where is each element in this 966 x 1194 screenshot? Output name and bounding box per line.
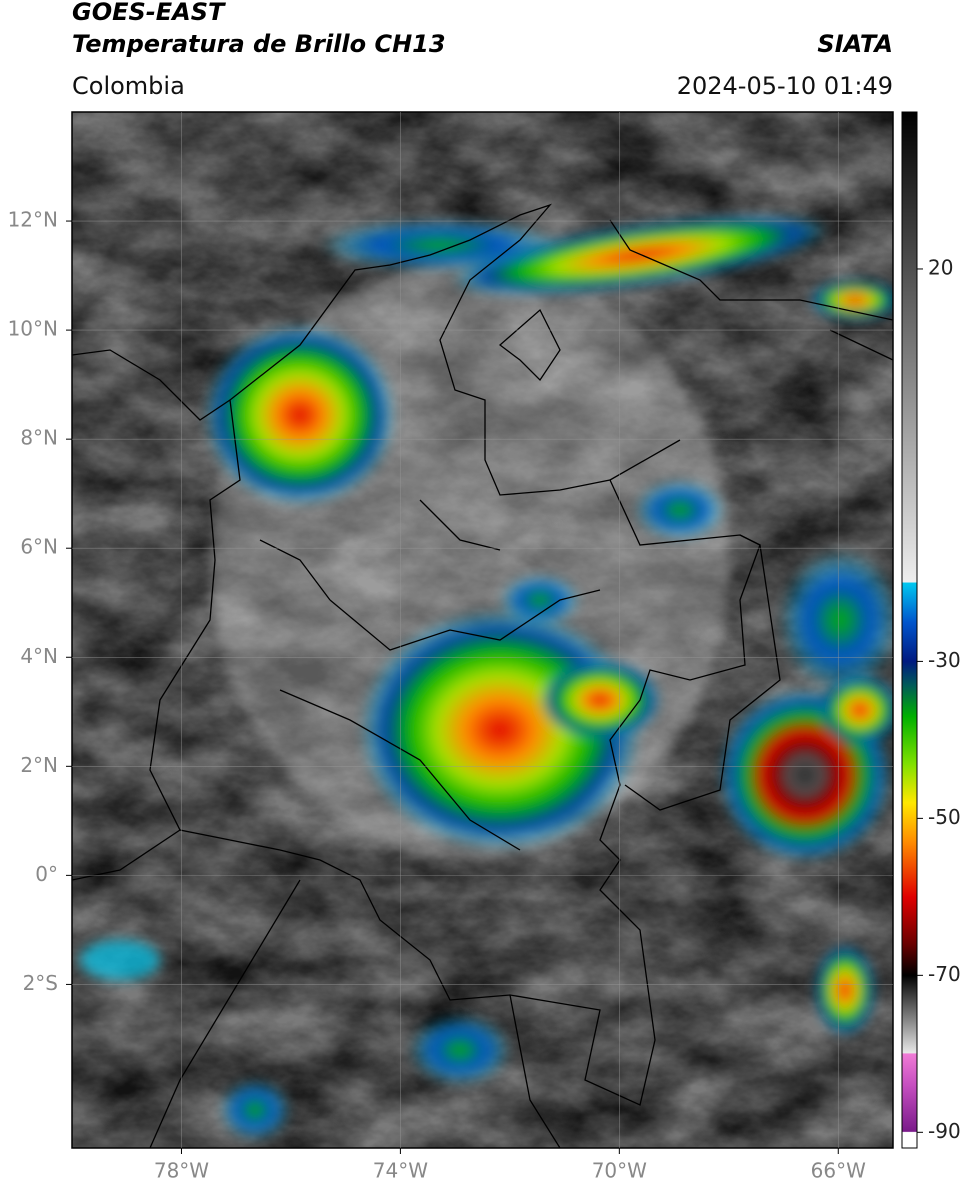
x-tick-label: 78°W	[154, 1159, 209, 1183]
y-tick-label: 12°N	[8, 208, 58, 232]
y-tick-label: 2°S	[23, 971, 58, 995]
source: SIATA	[817, 30, 893, 58]
y-tick-label: 6°N	[20, 535, 58, 559]
graticule	[72, 112, 893, 1148]
subtitle: Temperatura de Brillo CH13	[72, 30, 446, 58]
colorbar-tick-label: 20	[928, 255, 953, 279]
datetime: 2024-05-10 01:49	[677, 72, 893, 100]
y-tick-label: 4°N	[20, 644, 58, 668]
colorbar-tick-label: -70	[928, 962, 961, 986]
colorbar-tick-label: -90	[928, 1119, 961, 1143]
map-frame	[71, 111, 894, 1149]
x-tick-label: 74°W	[373, 1159, 428, 1183]
y-tick-label: 8°N	[20, 426, 58, 450]
region: Colombia	[72, 72, 185, 100]
x-tick-label: 66°W	[811, 1159, 866, 1183]
y-tick-label: 10°N	[8, 317, 58, 341]
title: GOES-EAST	[72, 0, 226, 26]
colorbar-tick-label: -30	[928, 648, 961, 672]
colorbar-tick-label: -50	[928, 805, 961, 829]
x-tick-label: 70°W	[592, 1159, 647, 1183]
y-tick-label: 2°N	[20, 753, 58, 777]
borders	[72, 203, 893, 1148]
colorbar	[901, 111, 918, 1149]
y-tick-label: 0°	[35, 862, 58, 886]
satellite-image	[72, 112, 893, 1148]
